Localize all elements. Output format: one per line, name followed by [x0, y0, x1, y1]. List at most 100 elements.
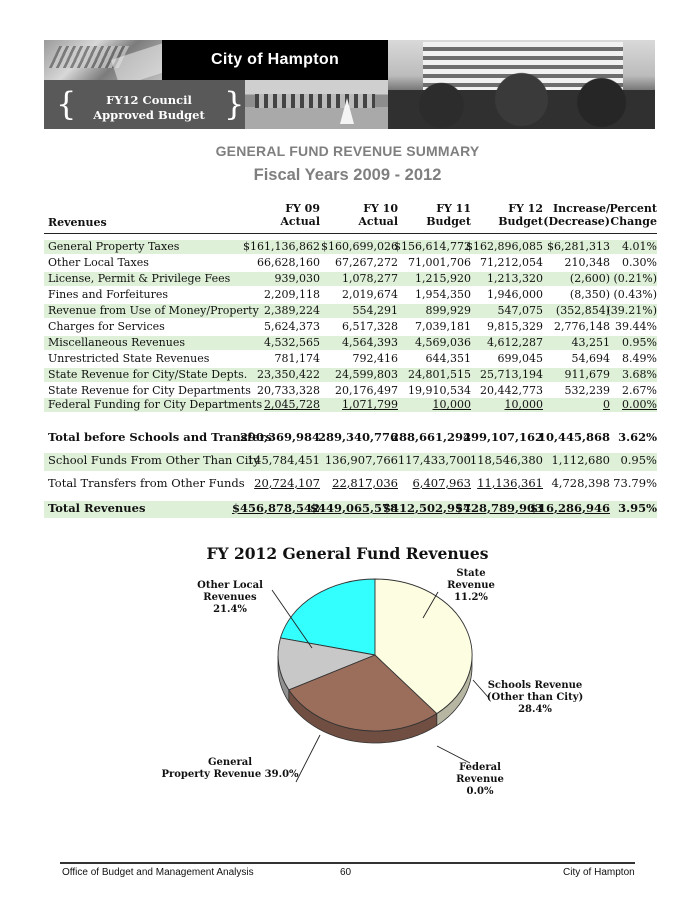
cell-change: (2,600)	[569, 272, 610, 285]
label-line: (Other than City)	[486, 692, 584, 703]
cell-fy11: 6,407,963	[412, 476, 471, 490]
label-line: Schools Revenue	[487, 680, 583, 691]
footer-office: Office of Budget and Management Analysis	[62, 867, 254, 878]
cell-fy12: 4,612,287	[487, 336, 543, 349]
banner-title: City of Hampton	[210, 51, 340, 68]
cell-fy09: 20,724,107	[254, 476, 320, 490]
cell-change: 43,251	[571, 336, 611, 349]
pie-slice	[288, 654, 438, 732]
label-line: 11.2%	[454, 592, 488, 603]
school-funds-row: School Funds From Other Than City 145,78…	[44, 453, 657, 471]
cell-fy11: $156,614,772	[394, 240, 471, 253]
footer-page-number: 60	[340, 867, 352, 878]
table-row: Federal Funding for City Departments 2,0…	[44, 398, 657, 412]
banner-subtitle-box: { FY12 Council Approved Budget }	[44, 80, 245, 129]
label-line: Revenue	[456, 774, 504, 785]
cell-fy09: 20,733,328	[257, 384, 320, 397]
row-header: Revenues	[48, 216, 107, 229]
cell-fy09: 23,350,422	[257, 368, 320, 381]
cell-fy11: 1,215,920	[415, 272, 471, 285]
banner-subtitle-line2: Approved Budget	[93, 108, 205, 122]
column-header-line1: FY 10	[363, 202, 398, 215]
cell-fy09: 290,369,984	[239, 430, 320, 444]
cell-fy10: 67,267,272	[335, 256, 398, 269]
cell-fy11: 117,433,700	[397, 453, 471, 467]
cell-fy10: 20,176,497	[335, 384, 398, 397]
row-label: General Property Taxes	[48, 240, 180, 253]
cell-fy11: 10,000	[432, 398, 472, 411]
cell-fy11: 644,351	[425, 352, 472, 365]
slice-label-schools: Schools Revenue (Other than City) 28.4%	[480, 680, 590, 716]
cell-fy12: $428,789,903	[454, 501, 543, 515]
label-line: Revenues	[203, 592, 257, 603]
cell-fy10: 1,071,799	[342, 398, 398, 411]
cell-change: 532,239	[564, 384, 611, 397]
cell-fy09: $161,136,862	[243, 240, 320, 253]
row-label: Miscellaneous Revenues	[48, 336, 185, 349]
cell-fy10: $160,699,026	[321, 240, 398, 253]
cell-fy12: 9,815,329	[487, 320, 543, 333]
cell-percent: 4.01%	[622, 240, 657, 253]
column-header-line1: FY 11	[436, 202, 471, 215]
cell-fy12: 1,213,320	[487, 272, 543, 285]
header-divider	[44, 233, 657, 234]
label-line: General	[207, 757, 253, 768]
table-row: State Revenue for City/State Depts. 23,3…	[44, 368, 657, 382]
table-row: Charges for Services 5,624,373 6,517,328…	[44, 320, 657, 334]
cell-change: 1,112,680	[551, 453, 610, 467]
label-line: Revenue	[447, 580, 495, 591]
cell-fy09: $456,878,542	[231, 501, 320, 515]
banner-photo-left	[44, 40, 162, 80]
leader-line	[271, 589, 313, 649]
cell-fy10: 136,907,766	[324, 453, 398, 467]
cell-change: 911,679	[564, 368, 611, 381]
pie-slice	[277, 637, 377, 691]
cell-change: 54,694	[571, 352, 611, 365]
total-before-row: Total before Schools and Transfers 290,3…	[44, 430, 657, 444]
row-label: Total Revenues	[48, 501, 146, 515]
page-subtitle: Fiscal Years 2009 - 2012	[253, 166, 442, 184]
cell-percent: 0.95%	[620, 453, 657, 467]
cell-fy12: 547,075	[497, 304, 544, 317]
cell-fy09: 2,209,118	[264, 288, 320, 301]
cell-percent: 0.00%	[622, 398, 657, 411]
pie-chart	[271, 578, 489, 783]
row-label: Other Local Taxes	[48, 256, 149, 269]
cell-change: 0	[603, 398, 610, 411]
cell-change: 10,445,868	[537, 430, 610, 444]
column-header-fy11: FY 11 Budget	[373, 202, 471, 228]
label-line: State	[456, 568, 486, 579]
cell-fy09: 4,532,565	[264, 336, 320, 349]
label-line: Other Local	[197, 580, 263, 591]
cell-fy10: 554,291	[352, 304, 399, 317]
cell-fy09: 5,624,373	[264, 320, 320, 333]
table-row: License, Permit & Privilege Fees 939,030…	[44, 272, 657, 286]
banner-photo-building	[388, 40, 655, 129]
cell-fy09: 781,174	[274, 352, 321, 365]
cell-percent: 3.62%	[618, 430, 657, 444]
cell-fy10: $449,065,578	[309, 501, 398, 515]
footer-divider	[60, 862, 635, 864]
cell-fy10: 4,564,393	[342, 336, 398, 349]
cell-fy10: 289,340,776	[317, 430, 398, 444]
cell-percent: 8.49%	[622, 352, 657, 365]
trees-graphic	[388, 70, 655, 129]
row-label: Total before Schools and Transfers	[48, 430, 272, 444]
cell-fy09: 2,389,224	[264, 304, 320, 317]
cell-fy10: 24,599,803	[335, 368, 398, 381]
column-header-line2: (Decrease)	[543, 215, 610, 228]
table-row: State Revenue for City Departments 20,73…	[44, 384, 657, 398]
pie-slice	[374, 578, 473, 715]
cell-fy12: $162,896,085	[466, 240, 543, 253]
cell-fy12: 1,946,000	[487, 288, 543, 301]
cell-fy10: 1,078,277	[342, 272, 398, 285]
row-label: Charges for Services	[48, 320, 165, 333]
column-header-line2: Change	[610, 215, 657, 228]
label-line: Property Revenue 39.0%	[161, 769, 299, 780]
column-header-line2: Actual	[280, 215, 320, 228]
cell-percent: 73.79%	[613, 476, 657, 490]
cell-percent: 0.30%	[622, 256, 657, 269]
column-header-fy10: FY 10 Actual	[300, 202, 398, 228]
leader-line	[472, 679, 489, 698]
column-header-percent: Percent Change	[575, 202, 657, 228]
